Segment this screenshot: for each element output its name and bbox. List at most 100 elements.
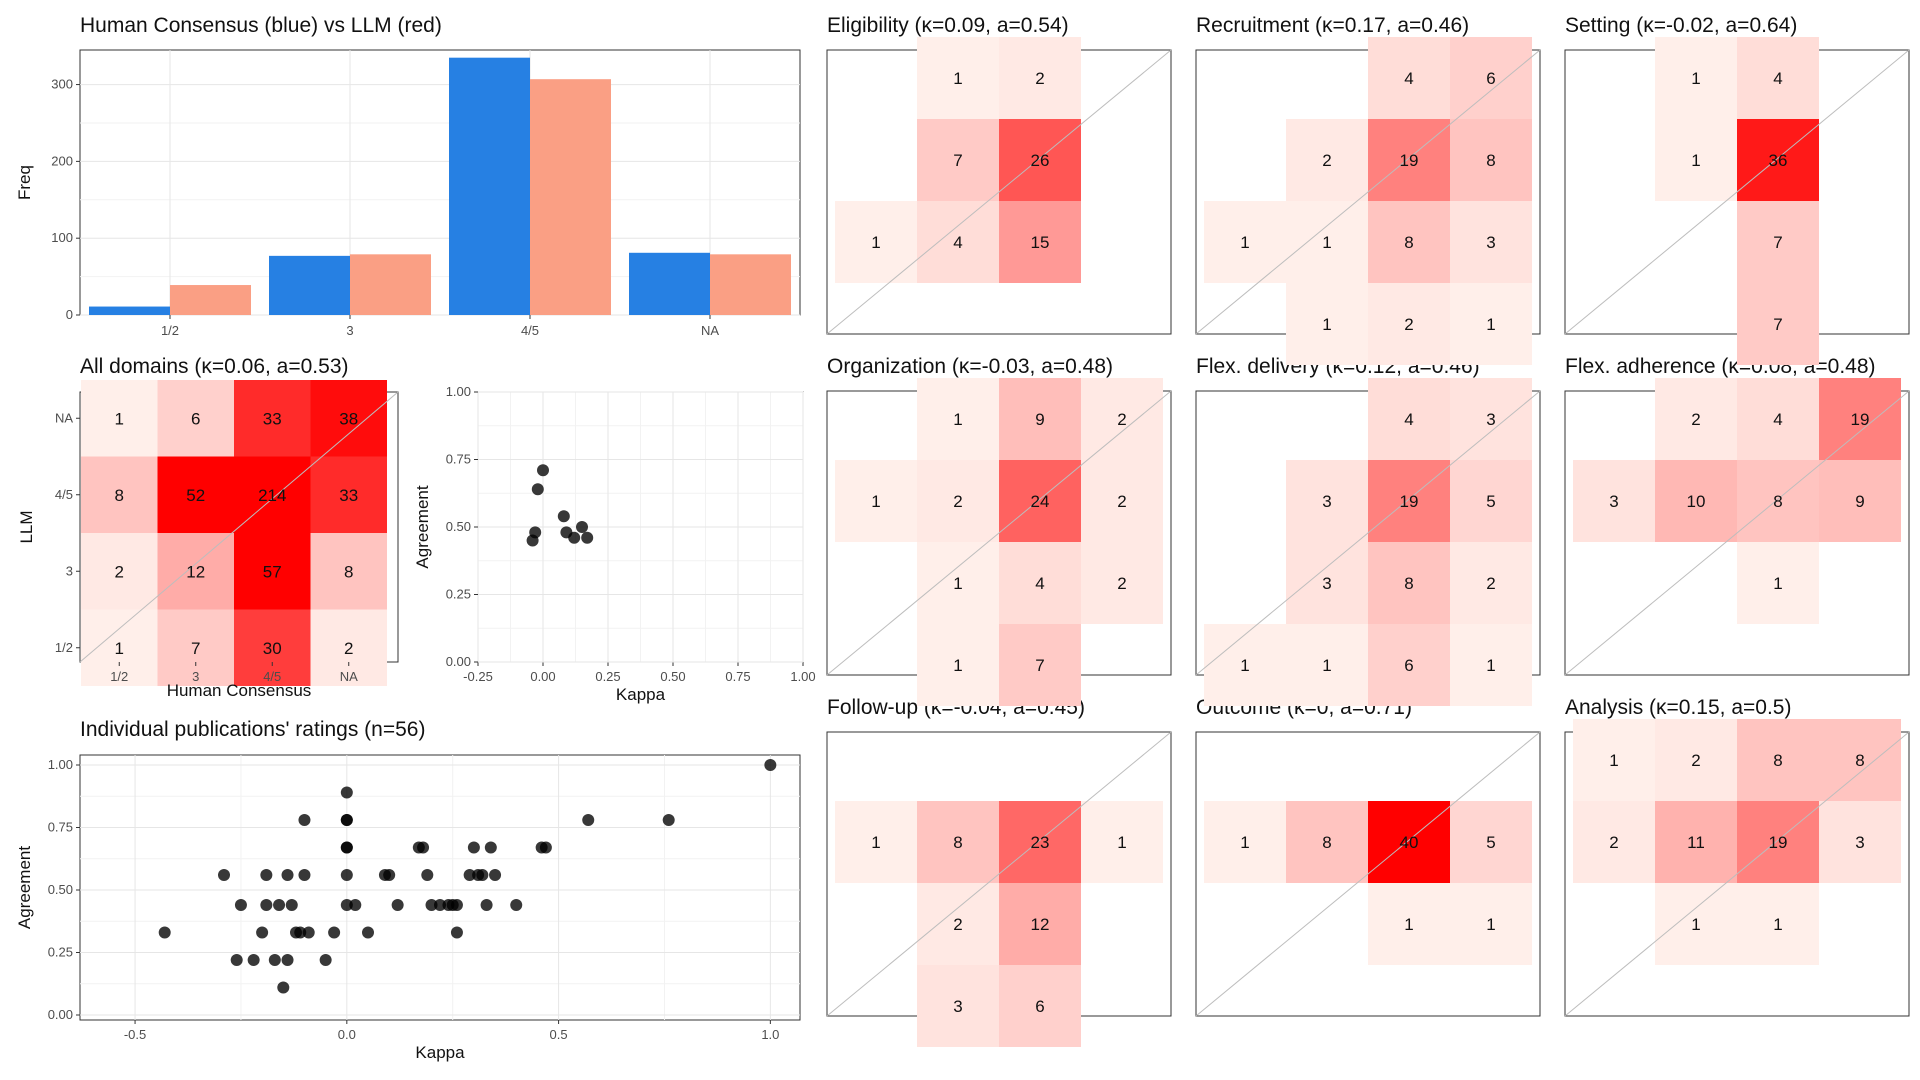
flex-delivery-cell-label: 6 xyxy=(1404,656,1413,675)
flex-delivery-cell xyxy=(1450,460,1532,542)
flex-delivery-cell xyxy=(1450,542,1532,624)
setting-cell xyxy=(1737,119,1819,201)
flex-delivery-cell-label: 3 xyxy=(1486,410,1495,429)
flex-adherence-cell xyxy=(1655,460,1737,542)
flex-delivery-heatmap xyxy=(1195,378,1541,706)
big-scatter-y-tick-label: 0.25 xyxy=(48,945,73,960)
eligibility-cell-label: 26 xyxy=(1031,151,1050,170)
analysis-cell-label: 3 xyxy=(1855,833,1864,852)
flex-adherence-cell xyxy=(1737,460,1819,542)
big-scatter-point xyxy=(476,869,489,881)
flex-delivery-cell xyxy=(1450,378,1532,460)
all-domains-y-tick-label: NA xyxy=(55,410,73,425)
big-scatter-point xyxy=(489,869,502,881)
all-domains-cell-label: 214 xyxy=(258,486,286,505)
big-scatter-point xyxy=(425,899,438,911)
all-domains-cell xyxy=(157,380,234,457)
recruitment-title: Recruitment (κ=0.17, a=0.46) xyxy=(1196,14,1470,37)
all-domains-x-axis-label: Human Consensus xyxy=(167,681,312,700)
freq-bar xyxy=(710,254,791,315)
small-scatter-point xyxy=(531,483,544,496)
follow-up-cell-label: 1 xyxy=(871,833,880,852)
big-scatter-point xyxy=(662,814,675,826)
follow-up-cell xyxy=(1081,801,1163,883)
analysis-cell xyxy=(1655,883,1737,965)
eligibility-cell-label: 4 xyxy=(953,233,962,252)
eligibility-cell-label: 1 xyxy=(953,69,962,88)
organization-cell-label: 1 xyxy=(871,492,880,511)
big-scatter-y-tick-label: 0.50 xyxy=(48,882,73,897)
freq-x-tick-label: NA xyxy=(701,323,719,338)
flex-adherence-cell xyxy=(1655,378,1737,460)
recruitment-cell-label: 3 xyxy=(1486,233,1495,252)
analysis-cell xyxy=(1819,719,1901,801)
organization-cell-label: 24 xyxy=(1031,492,1050,511)
organization-cell-label: 2 xyxy=(1117,574,1126,593)
freq-y-tick-label: 100 xyxy=(51,230,73,245)
recruitment-cell xyxy=(1450,283,1532,365)
recruitment-cell xyxy=(1450,37,1532,119)
follow-up-cell xyxy=(835,801,917,883)
organization-cell xyxy=(917,542,999,624)
all-domains-diagonal-line xyxy=(79,391,399,663)
analysis-title: Analysis (κ=0.15, a=0.5) xyxy=(1565,696,1792,719)
recruitment-cell-label: 2 xyxy=(1404,315,1413,334)
freq-bar xyxy=(449,57,530,316)
setting-cell xyxy=(1737,283,1819,365)
flex-adherence-cell-label: 9 xyxy=(1855,492,1864,511)
small-scatter-point xyxy=(576,521,588,533)
all-domains-cell-label: 2 xyxy=(115,562,124,581)
organization-cell xyxy=(1081,378,1163,460)
setting-cell-label: 1 xyxy=(1691,69,1700,88)
follow-up-cell xyxy=(999,883,1081,965)
outcome-cell xyxy=(1450,883,1532,965)
small-scatter-x-axis-label: Kappa xyxy=(616,685,666,704)
big-scatter-point xyxy=(273,899,286,911)
recruitment-cell-label: 1 xyxy=(1486,315,1495,334)
all-domains-x-tick-label: NA xyxy=(340,669,358,684)
recruitment-cell xyxy=(1286,283,1368,365)
big-scatter-point xyxy=(260,869,273,881)
big-scatter-point xyxy=(421,869,434,881)
big-scatter-x-axis-label: Kappa xyxy=(415,1043,465,1062)
analysis-cell xyxy=(1573,801,1655,883)
outcome-cell-label: 8 xyxy=(1322,833,1331,852)
freq-y-tick-label: 300 xyxy=(51,77,73,92)
small-scatter-x-tick-label: 0.75 xyxy=(725,669,750,684)
outcome-cell-label: 40 xyxy=(1400,833,1419,852)
small-scatter-point xyxy=(557,510,570,523)
setting-heatmap xyxy=(1564,37,1910,365)
outcome-heatmap xyxy=(1195,731,1541,1017)
big-scatter-point xyxy=(340,814,353,826)
big-scatter-point xyxy=(417,841,430,854)
freq-chart-title: Human Consensus (blue) vs LLM (red) xyxy=(80,14,442,37)
small-scatter-point xyxy=(581,531,594,544)
analysis-cell xyxy=(1737,719,1819,801)
all-domains-cell-label: 33 xyxy=(263,409,282,428)
big-scatter-point xyxy=(391,899,404,911)
small-scatter-point xyxy=(537,464,549,477)
big-scatter-title: Individual publications' ratings (n=56) xyxy=(80,718,426,741)
big-scatter-point xyxy=(434,899,446,911)
follow-up-cell-label: 6 xyxy=(1035,997,1044,1016)
all-domains-cell xyxy=(157,533,234,610)
big-scatter-point xyxy=(362,926,374,939)
big-scatter-point xyxy=(764,759,777,771)
all-domains-cell xyxy=(81,533,158,610)
setting-cell-label: 7 xyxy=(1773,315,1782,334)
all-domains-cell xyxy=(310,456,387,533)
analysis-cell-label: 1 xyxy=(1773,915,1782,934)
flex-adherence-cell-label: 10 xyxy=(1687,492,1706,511)
big-scatter-point xyxy=(480,899,493,911)
setting-diagonal-line xyxy=(1564,49,1910,335)
follow-up-cell-label: 8 xyxy=(953,833,962,852)
flex-delivery-cell xyxy=(1450,624,1532,706)
eligibility-cell-label: 1 xyxy=(871,233,880,252)
big-scatter-point xyxy=(328,926,341,939)
big-scatter-point xyxy=(277,981,290,994)
outcome-cell xyxy=(1368,801,1450,883)
analysis-cell-label: 1 xyxy=(1609,751,1618,770)
follow-up-cell-label: 12 xyxy=(1031,915,1050,934)
big-scatter-scatter xyxy=(76,754,801,1024)
flex-adherence-diagonal-line xyxy=(1564,390,1910,676)
